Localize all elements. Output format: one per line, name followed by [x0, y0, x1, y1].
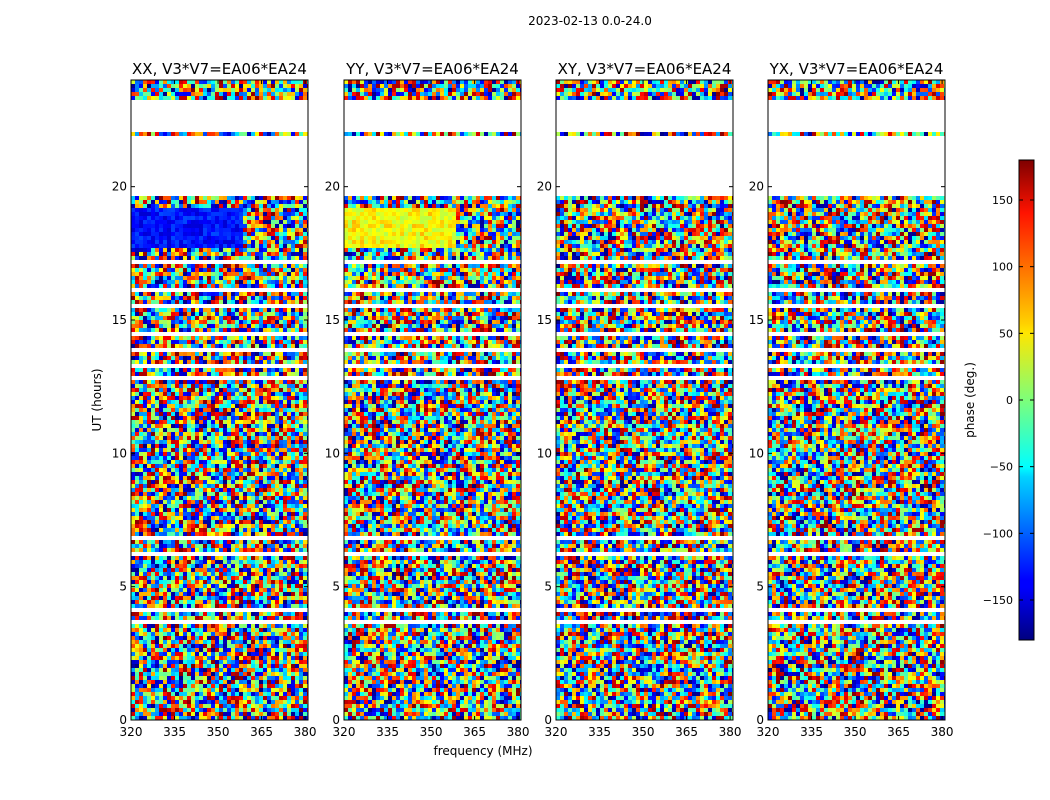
x-tick-label: 350 [632, 725, 655, 739]
x-tick-label: 335 [376, 725, 399, 739]
y-tick-label: 5 [756, 580, 764, 594]
x-tick-label: 320 [545, 725, 568, 739]
colorbar-tick-label: −150 [983, 594, 1013, 607]
phase-raster-yx [768, 80, 945, 720]
y-tick-label: 15 [112, 313, 127, 327]
colorbar-tick-label: 100 [992, 261, 1013, 274]
colorbar-label: phase (deg.) [963, 362, 977, 438]
x-tick-label: 365 [675, 725, 698, 739]
colorbar-tick-label: −100 [983, 527, 1013, 540]
panel-yy: YY, V3*V7=EA06*EA24 320 335 350 365 380 0 5 10 15… [325, 60, 530, 739]
y-tick-label: 20 [749, 180, 764, 194]
x-tick-label: 350 [420, 725, 443, 739]
figure-suptitle: 2023-02-13 0.0-24.0 [0, 14, 1050, 28]
y-tick-label: 5 [332, 580, 340, 594]
phase-raster-xx [131, 80, 308, 720]
panel-xx: XX, V3*V7=EA06*EA24 320 335 350 365 380 0 5 10 15… [112, 60, 317, 739]
y-tick-label: 15 [749, 313, 764, 327]
phase-raster-yy [344, 80, 521, 720]
panel-frame [555, 79, 734, 721]
colorbar-tick-label: 50 [999, 327, 1013, 340]
x-tick-label: 365 [887, 725, 910, 739]
y-tick-label: 10 [537, 446, 552, 460]
colorbar-tick-label: −50 [990, 461, 1013, 474]
panel-xy: XY, V3*V7=EA06*EA24 320 335 350 365 380 0 5 10 15… [537, 60, 742, 739]
y-tick-label: 0 [119, 713, 127, 727]
y-tick-label: 20 [537, 180, 552, 194]
x-axis-label: frequency (MHz) [433, 744, 532, 758]
y-tick-label: 5 [544, 580, 552, 594]
x-tick-label: 380 [719, 725, 742, 739]
panel-title: YY, V3*V7=EA06*EA24 [345, 60, 519, 78]
x-tick-label: 335 [163, 725, 186, 739]
x-tick-label: 380 [507, 725, 530, 739]
x-tick-label: 320 [333, 725, 356, 739]
panel-title: XX, V3*V7=EA06*EA24 [132, 60, 307, 78]
panel-yx: YX, V3*V7=EA06*EA24 320 335 350 365 380 0 5 10 15… [749, 60, 954, 739]
x-tick-label: 365 [463, 725, 486, 739]
x-tick-label: 335 [588, 725, 611, 739]
colorbar-tick-label: 0 [1006, 394, 1013, 407]
y-tick-label: 10 [749, 446, 764, 460]
x-tick-label: 320 [120, 725, 143, 739]
panel-frame [767, 79, 946, 721]
y-tick-label: 0 [332, 713, 340, 727]
x-tick-label: 320 [757, 725, 780, 739]
y-axis-label: UT (hours) [90, 368, 104, 431]
y-tick-label: 10 [325, 446, 340, 460]
phase-raster-xy [556, 80, 733, 720]
x-tick-label: 350 [844, 725, 867, 739]
y-tick-label: 15 [537, 313, 552, 327]
x-tick-label: 350 [207, 725, 230, 739]
y-tick-label: 15 [325, 313, 340, 327]
x-tick-label: 380 [294, 725, 317, 739]
panel-title: XY, V3*V7=EA06*EA24 [558, 60, 732, 78]
panel-title: YX, V3*V7=EA06*EA24 [769, 60, 944, 78]
y-tick-label: 10 [112, 446, 127, 460]
x-tick-label: 335 [800, 725, 823, 739]
y-tick-label: 20 [325, 180, 340, 194]
y-tick-label: 0 [544, 713, 552, 727]
y-tick-label: 20 [112, 180, 127, 194]
x-tick-label: 365 [250, 725, 273, 739]
colorbar-tick-label: 150 [992, 194, 1013, 207]
y-tick-label: 0 [756, 713, 764, 727]
x-tick-label: 380 [931, 725, 954, 739]
panel-frame [130, 79, 309, 721]
y-tick-label: 5 [119, 580, 127, 594]
panel-frame [343, 79, 522, 721]
